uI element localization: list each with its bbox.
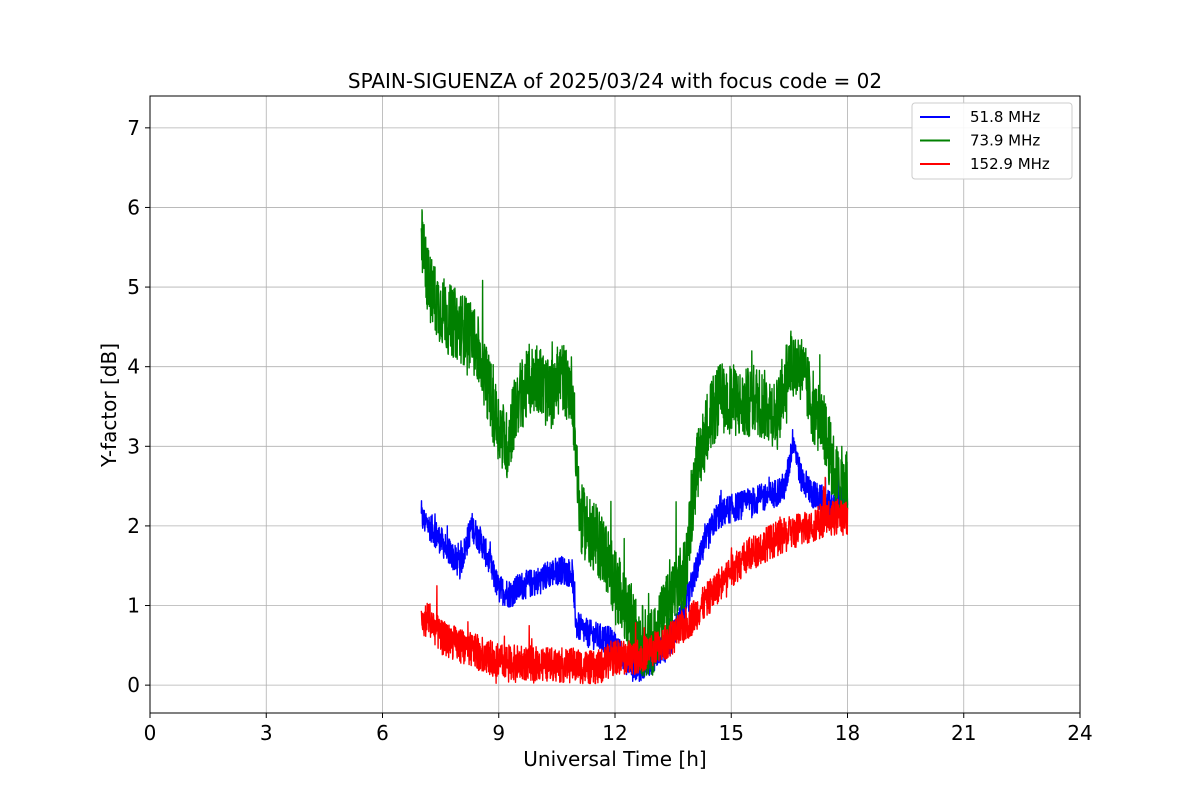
x-tick-label: 15 — [719, 721, 744, 745]
x-tick-label: 12 — [602, 721, 627, 745]
y-tick-label: 2 — [127, 514, 140, 538]
y-tick-label: 1 — [127, 594, 140, 618]
x-tick-label: 9 — [492, 721, 505, 745]
x-tick-label: 24 — [1067, 721, 1092, 745]
x-tick-label: 18 — [835, 721, 860, 745]
x-tick-label: 6 — [376, 721, 389, 745]
x-tick-label: 3 — [260, 721, 273, 745]
legend-label-1: 73.9 MHz — [970, 132, 1040, 150]
y-tick-label: 5 — [127, 275, 140, 299]
y-tick-label: 7 — [127, 116, 140, 140]
legend-box — [911, 102, 1073, 180]
y-axis: 0 1 2 3 4 5 6 7 — [127, 116, 150, 697]
series-line-1 — [420, 209, 849, 677]
y-tick-label: 6 — [127, 195, 140, 219]
chart-title: SPAIN-SIGUENZA of 2025/03/24 with focus … — [348, 69, 882, 93]
y-axis-label: Y-factor [dB] — [97, 343, 121, 468]
legend-label-2: 152.9 MHz — [970, 155, 1050, 173]
x-axis: 0 3 6 9 12 15 18 21 24 — [144, 713, 1093, 745]
series-line-2 — [420, 476, 849, 685]
x-axis-label: Universal Time [h] — [523, 747, 706, 771]
x-tick-label: 0 — [144, 721, 157, 745]
y-tick-label: 4 — [127, 355, 140, 379]
legend: 51.8 MHz 73.9 MHz 152.9 MHz — [911, 102, 1073, 180]
x-tick-label: 21 — [951, 721, 976, 745]
legend-label-0: 51.8 MHz — [970, 108, 1040, 126]
y-tick-label: 3 — [127, 434, 140, 458]
y-tick-label: 0 — [127, 673, 140, 697]
series-group — [420, 209, 849, 685]
